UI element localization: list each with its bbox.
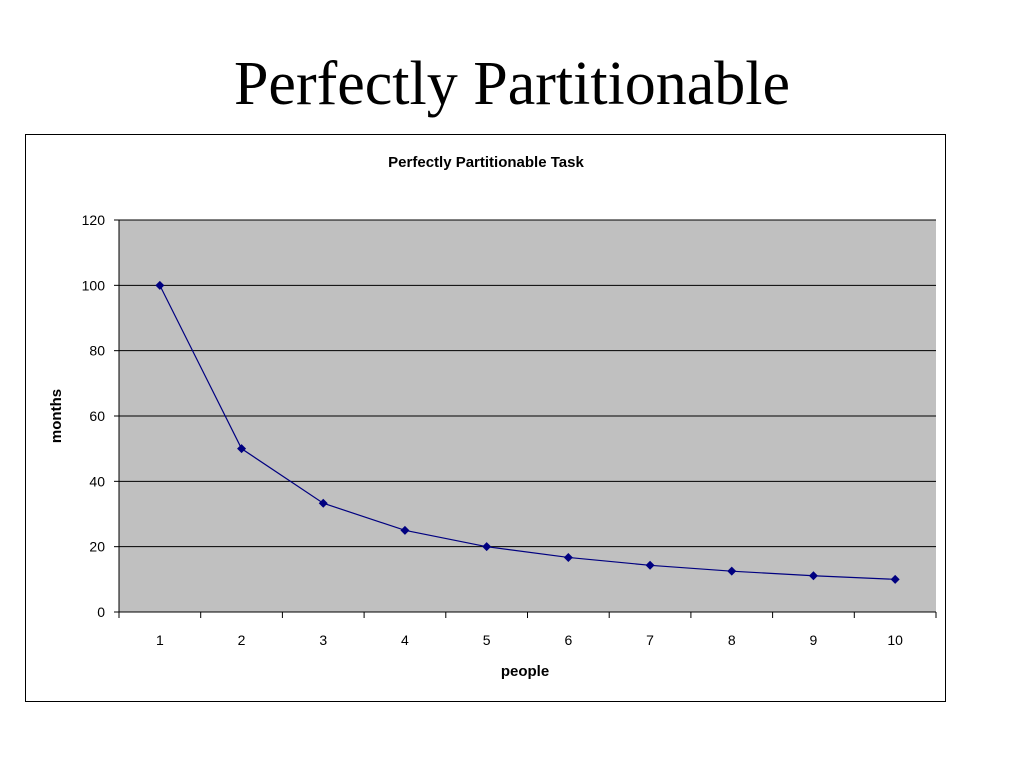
x-tick-label: 10 xyxy=(887,632,903,648)
series xyxy=(155,280,900,584)
data-point-marker xyxy=(645,560,655,570)
x-tick-label: 8 xyxy=(728,632,736,648)
x-axis: 1 2 3 4 5 6 7 8 9 10 xyxy=(118,611,937,648)
x-tick-label: 2 xyxy=(238,632,246,648)
data-point-marker xyxy=(890,574,900,584)
y-axis-label: months xyxy=(48,389,65,443)
chart-title: Perfectly Partitionable Task xyxy=(388,154,584,171)
y-tick-label: 0 xyxy=(97,604,105,620)
x-tick-label: 4 xyxy=(401,632,409,648)
x-tick-label: 9 xyxy=(810,632,818,648)
y-tick-label: 80 xyxy=(89,343,105,359)
x-tick-label: 3 xyxy=(319,632,327,648)
data-point-marker xyxy=(318,498,328,508)
y-tick-label: 120 xyxy=(82,212,106,228)
slide-title: Perfectly Partitionable xyxy=(233,50,791,118)
x-tick-label: 6 xyxy=(564,632,572,648)
data-point-marker xyxy=(808,571,818,581)
data-point-marker xyxy=(482,542,492,552)
x-tick-label: 7 xyxy=(646,632,654,648)
data-point-marker xyxy=(237,444,247,454)
x-tick-label: 1 xyxy=(156,632,164,648)
y-tick-label: 100 xyxy=(82,277,106,293)
data-point-marker xyxy=(563,552,573,562)
y-axis: 0 20 40 60 80 100 120 xyxy=(82,212,120,620)
x-tick-label: 5 xyxy=(483,632,491,648)
gridlines xyxy=(119,219,936,548)
y-tick-label: 40 xyxy=(89,473,105,489)
x-axis-label: people xyxy=(501,663,549,680)
data-point-marker xyxy=(727,566,737,576)
data-point-marker xyxy=(400,525,410,535)
data-point-marker xyxy=(155,280,165,290)
y-tick-label: 60 xyxy=(89,408,105,424)
series-line xyxy=(159,285,896,580)
y-tick-label: 20 xyxy=(89,539,105,555)
